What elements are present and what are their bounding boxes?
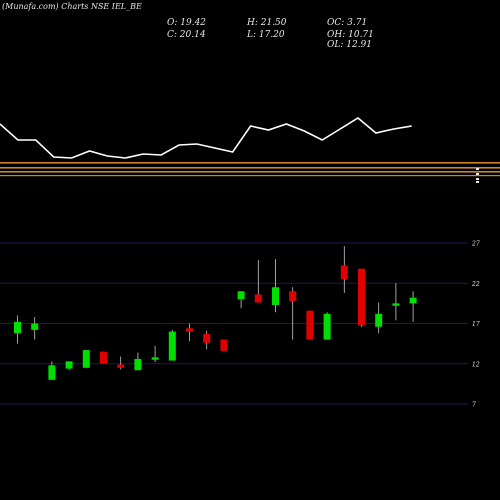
candle-body bbox=[289, 291, 297, 301]
line-series bbox=[0, 117, 412, 159]
band-line-4 bbox=[0, 175, 500, 177]
band-line-1 bbox=[0, 162, 500, 164]
candlestick-series bbox=[14, 246, 417, 380]
stat-close: C: 20.14 bbox=[167, 30, 206, 40]
y-tick-label: 17 bbox=[472, 321, 480, 328]
candle-body bbox=[375, 313, 383, 327]
stat-low: L: 17.20 bbox=[246, 30, 285, 40]
candle-body bbox=[31, 323, 39, 330]
candle-body bbox=[340, 265, 348, 280]
line-path bbox=[0, 117, 412, 159]
candle-body bbox=[168, 331, 176, 361]
candle-body bbox=[82, 350, 90, 368]
stat-oh: OH: 10.71 bbox=[327, 30, 374, 40]
band-line-3 bbox=[0, 171, 500, 173]
chart-title: (Munafa.com) Charts NSE IEL_BE bbox=[2, 2, 142, 11]
y-tick-label: 22 bbox=[471, 281, 480, 288]
y-tick-label: 12 bbox=[472, 361, 480, 368]
stat-oc: OC: 3.71 bbox=[327, 18, 367, 28]
candle-body bbox=[272, 287, 279, 305]
candle-body bbox=[237, 291, 245, 300]
band-marker-4 bbox=[476, 181, 479, 183]
stat-open: O: 19.42 bbox=[167, 18, 206, 28]
candle-body bbox=[323, 313, 331, 340]
band-line-2 bbox=[0, 167, 500, 169]
y-tick-label: 7 bbox=[472, 402, 476, 409]
band-marker-2 bbox=[476, 173, 479, 175]
price-grid: 7 12 17 22 27 bbox=[0, 241, 480, 409]
band-marker-3 bbox=[476, 178, 479, 180]
candle-body bbox=[117, 364, 125, 368]
candle-body bbox=[392, 303, 400, 306]
candle-body bbox=[151, 357, 159, 360]
band-marker-1 bbox=[476, 168, 479, 170]
candle-body bbox=[14, 321, 21, 334]
candle-body bbox=[203, 333, 211, 343]
y-tick-label: 27 bbox=[471, 241, 480, 248]
candle-body bbox=[254, 294, 262, 303]
candle-body bbox=[306, 310, 314, 340]
candle-body bbox=[220, 339, 228, 351]
candle-body bbox=[186, 328, 193, 332]
candle-body bbox=[48, 365, 56, 380]
stat-high: H: 21.50 bbox=[246, 18, 287, 28]
candle-body bbox=[100, 351, 107, 364]
candle-body bbox=[358, 268, 365, 326]
stat-ol: OL: 12.91 bbox=[327, 40, 372, 50]
candle-body bbox=[409, 297, 417, 304]
candle-body bbox=[134, 358, 142, 371]
candle-body bbox=[65, 361, 73, 369]
